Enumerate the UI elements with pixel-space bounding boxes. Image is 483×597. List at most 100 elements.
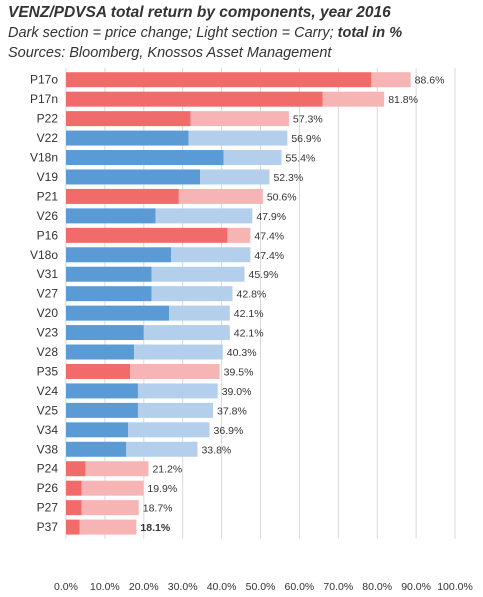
bar-price-change bbox=[66, 363, 131, 379]
chart-header: VENZ/PDVSA total return by components, y… bbox=[8, 3, 478, 63]
bar-price-change bbox=[66, 91, 323, 107]
bar-carry bbox=[223, 150, 282, 166]
bar-price-change bbox=[66, 519, 80, 535]
labels: 0.0% 10.0% 20.0% 30.0% 40.0% 50.0% 60.0% 70.0% 8… bbox=[30, 73, 473, 593]
category-label: V18o bbox=[30, 248, 58, 262]
bar-carry bbox=[130, 363, 220, 379]
total-value-label: 88.6% bbox=[415, 75, 445, 87]
bar-carry bbox=[79, 519, 137, 535]
total-value-label: 50.6% bbox=[267, 191, 297, 203]
bar-price-change bbox=[66, 461, 86, 477]
bar-carry bbox=[322, 91, 385, 107]
total-value-label: 18.1% bbox=[140, 522, 170, 534]
category-label: P16 bbox=[37, 228, 59, 242]
bar-price-change bbox=[66, 72, 372, 88]
category-label: P24 bbox=[37, 462, 59, 476]
x-tick-label: 30.0% bbox=[168, 581, 198, 593]
total-value-label: 21.2% bbox=[152, 464, 182, 476]
total-value-label: 36.9% bbox=[214, 425, 244, 437]
bar-carry bbox=[85, 461, 149, 477]
category-label: V23 bbox=[37, 326, 59, 340]
category-label: P22 bbox=[37, 112, 59, 126]
chart-title: VENZ/PDVSA total return by components, y… bbox=[8, 4, 391, 21]
category-label: V38 bbox=[37, 442, 59, 456]
category-label: P21 bbox=[37, 189, 59, 203]
total-value-label: 40.3% bbox=[227, 347, 257, 359]
category-label: V25 bbox=[37, 403, 59, 417]
x-tick-label: 0.0% bbox=[54, 581, 78, 593]
bar-carry bbox=[155, 208, 253, 224]
subtitle-bold: total in % bbox=[337, 25, 403, 41]
total-value-label: 33.8% bbox=[201, 444, 231, 456]
x-tick-label: 90.0% bbox=[401, 581, 431, 593]
bar-carry bbox=[134, 344, 223, 360]
category-label: P35 bbox=[37, 364, 59, 378]
total-value-label: 42.8% bbox=[236, 289, 266, 301]
total-value-label: 39.5% bbox=[224, 366, 254, 378]
bar-price-change bbox=[66, 169, 201, 185]
bar-carry bbox=[137, 402, 214, 418]
grid-lines bbox=[65, 68, 456, 539]
x-tick-label: 40.0% bbox=[207, 581, 237, 593]
total-value-label: 37.8% bbox=[217, 405, 247, 417]
total-value-label: 47.4% bbox=[254, 230, 284, 242]
total-value-label: 55.4% bbox=[286, 153, 316, 165]
bar-carry bbox=[171, 247, 251, 263]
bars bbox=[66, 72, 411, 535]
bar-carry bbox=[188, 130, 288, 146]
category-label: V26 bbox=[37, 209, 59, 223]
bar-price-change bbox=[66, 188, 179, 204]
bar-carry bbox=[126, 441, 198, 457]
total-value-label: 57.3% bbox=[293, 114, 323, 126]
bar-price-change bbox=[66, 227, 228, 243]
bar-price-change bbox=[66, 247, 172, 263]
subtitle-text: Dark section = price change; Light secti… bbox=[8, 25, 338, 41]
bar-price-change bbox=[66, 480, 82, 496]
bar-price-change bbox=[66, 286, 152, 302]
category-label: V34 bbox=[37, 423, 59, 437]
bar-carry bbox=[143, 325, 230, 341]
total-value-label: 19.9% bbox=[147, 483, 177, 495]
category-label: V20 bbox=[37, 306, 59, 320]
category-label: P27 bbox=[37, 501, 59, 515]
category-label: P17n bbox=[30, 92, 58, 106]
bar-price-change bbox=[66, 111, 191, 127]
bar-carry bbox=[137, 383, 218, 399]
total-value-label: 45.9% bbox=[249, 269, 279, 281]
total-value-label: 39.0% bbox=[222, 386, 252, 398]
bar-price-change bbox=[66, 422, 129, 438]
bar-price-change bbox=[66, 208, 156, 224]
bar-carry bbox=[200, 169, 270, 185]
bar-price-change bbox=[66, 130, 189, 146]
category-label: V27 bbox=[37, 287, 59, 301]
total-value-label: 56.9% bbox=[291, 133, 321, 145]
bar-price-change bbox=[66, 383, 138, 399]
chart-source: Sources: Bloomberg, Knossos Asset Manage… bbox=[8, 45, 332, 61]
x-tick-label: 50.0% bbox=[246, 581, 276, 593]
total-value-label: 47.4% bbox=[254, 250, 284, 262]
bar-price-change bbox=[66, 266, 152, 282]
bar-carry bbox=[128, 422, 210, 438]
total-value-label: 18.7% bbox=[143, 503, 173, 515]
category-label: V22 bbox=[37, 131, 59, 145]
category-label: V28 bbox=[37, 345, 59, 359]
bar-carry bbox=[151, 286, 233, 302]
total-value-label: 42.1% bbox=[234, 308, 264, 320]
bar-price-change bbox=[66, 305, 170, 321]
x-tick-label: 20.0% bbox=[129, 581, 159, 593]
category-label: P26 bbox=[37, 481, 59, 495]
category-label: V19 bbox=[37, 170, 59, 184]
bar-carry bbox=[169, 305, 230, 321]
category-label: V18n bbox=[30, 151, 58, 165]
bar-carry bbox=[227, 227, 251, 243]
bar-price-change bbox=[66, 325, 144, 341]
x-tick-label: 10.0% bbox=[90, 581, 120, 593]
x-tick-label: 70.0% bbox=[323, 581, 353, 593]
bar-carry bbox=[190, 111, 289, 127]
category-label: V24 bbox=[37, 384, 59, 398]
bar-carry bbox=[81, 480, 144, 496]
bar-price-change bbox=[66, 500, 82, 516]
category-label: V31 bbox=[37, 267, 59, 281]
category-label: P17o bbox=[30, 73, 58, 87]
